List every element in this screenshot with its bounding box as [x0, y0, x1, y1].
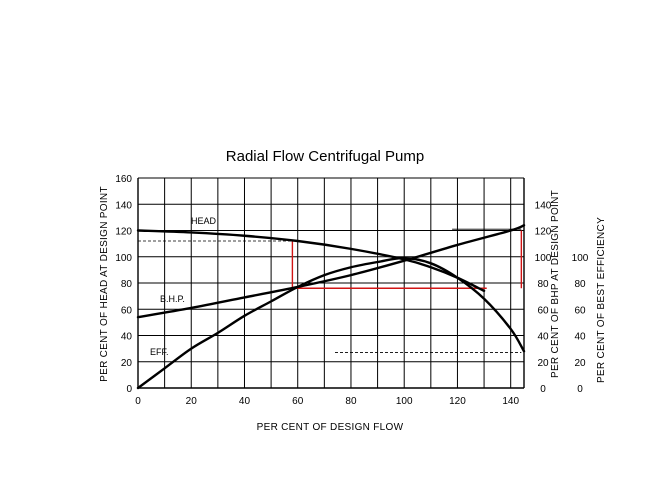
y-right-bhp-tick-20: 20 — [537, 358, 549, 369]
y-left-tick-20: 20 — [121, 358, 133, 369]
y-right-eff-tick-20: 20 — [574, 358, 586, 369]
y-axis-label-left: PER CENT OF HEAD AT DESIGN POINT — [99, 186, 110, 382]
x-tick-100: 100 — [396, 396, 413, 407]
y-left-tick-160: 160 — [115, 174, 132, 185]
y-right-eff-tick-100: 100 — [572, 253, 589, 264]
y-left-tick-40: 40 — [121, 332, 133, 343]
y-right-bhp-tick-140: 140 — [535, 200, 552, 211]
y-right-eff-tick-40: 40 — [574, 332, 586, 343]
y-right-eff-tick-60: 60 — [574, 305, 586, 316]
y-left-tick-60: 60 — [121, 305, 133, 316]
x-tick-80: 80 — [345, 396, 357, 407]
y-right-bhp-tick-80: 80 — [537, 279, 549, 290]
bhp-curve — [136, 224, 526, 319]
y-right-bhp-tick-40: 40 — [537, 332, 549, 343]
x-tick-120: 120 — [449, 396, 466, 407]
y-left-tick-80: 80 — [121, 279, 133, 290]
annotations — [138, 228, 523, 353]
series-label-bhp: B.H.P. — [160, 294, 185, 304]
y-axis-label-right-bhp: PER CENT OF BHP AT DESIGN POINT — [550, 190, 561, 378]
y-left-tick-140: 140 — [115, 200, 132, 211]
series — [136, 224, 526, 390]
series-label-eff: EFF. — [150, 347, 169, 357]
y-right-bhp-tick-100: 100 — [535, 253, 552, 264]
grid — [138, 177, 524, 388]
series-label-head: HEAD — [191, 216, 217, 226]
y-right-eff-tick-80: 80 — [574, 279, 586, 290]
y-right-eff-tick-0: 0 — [577, 384, 583, 395]
y-left-tick-100: 100 — [115, 253, 132, 264]
y-left-tick-120: 120 — [115, 227, 132, 238]
y-right-bhp-tick-60: 60 — [537, 305, 549, 316]
x-tick-40: 40 — [239, 396, 251, 407]
efficiency-curve — [136, 256, 526, 390]
head-curve — [136, 229, 486, 293]
x-tick-20: 20 — [186, 396, 198, 407]
y-right-bhp-tick-120: 120 — [535, 227, 552, 238]
x-tick-140: 140 — [502, 396, 519, 407]
y-axis-label-right-efficiency: PER CENT OF BEST EFFICIENCY — [596, 217, 607, 383]
x-tick-60: 60 — [292, 396, 304, 407]
axes — [137, 178, 525, 389]
y-right-bhp-tick-0: 0 — [540, 384, 546, 395]
y-left-tick-0: 0 — [126, 384, 132, 395]
chart-title: Radial Flow Centrifugal Pump — [226, 148, 424, 165]
x-axis-label: PER CENT OF DESIGN FLOW — [257, 422, 404, 433]
x-tick-0: 0 — [135, 396, 141, 407]
tick-labels: 0 20 40 60 80 100 120 140 0 20 40 60 80 100 120 140 160 0… — [115, 174, 588, 407]
